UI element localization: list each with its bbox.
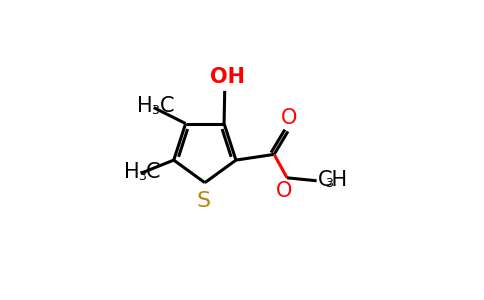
- Text: CH: CH: [318, 169, 348, 190]
- Text: H: H: [136, 96, 152, 116]
- Text: O: O: [276, 182, 292, 201]
- Text: 3: 3: [151, 104, 159, 117]
- Text: OH: OH: [210, 67, 245, 87]
- Text: C: C: [159, 96, 174, 116]
- Text: H: H: [123, 162, 139, 182]
- Text: S: S: [197, 191, 211, 211]
- Text: 3: 3: [325, 177, 333, 190]
- Text: C: C: [146, 162, 161, 182]
- Text: 3: 3: [137, 169, 146, 182]
- Text: O: O: [281, 108, 298, 128]
